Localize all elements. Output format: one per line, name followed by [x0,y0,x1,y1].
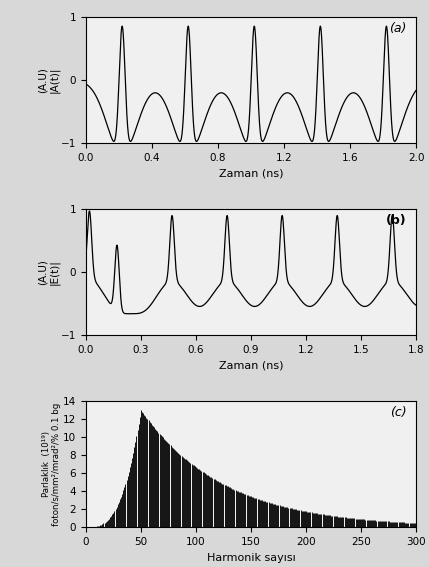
Y-axis label: (A.U)
|E(t)|: (A.U) |E(t)| [37,259,59,285]
Text: (a): (a) [389,22,406,35]
X-axis label: Zaman (ns): Zaman (ns) [219,361,283,371]
Text: (c): (c) [390,406,406,419]
X-axis label: Harmonik sayısı: Harmonik sayısı [207,553,295,562]
Text: (b): (b) [386,214,406,227]
Y-axis label: (A.U)
|A(t)|: (A.U) |A(t)| [37,67,59,94]
X-axis label: Zaman (ns): Zaman (ns) [219,168,283,179]
Y-axis label: Parlaklık  (10¹⁹)
foton/s/mm²/mrad²/% 0.1 bg: Parlaklık (10¹⁹) foton/s/mm²/mrad²/% 0.1… [42,403,61,526]
